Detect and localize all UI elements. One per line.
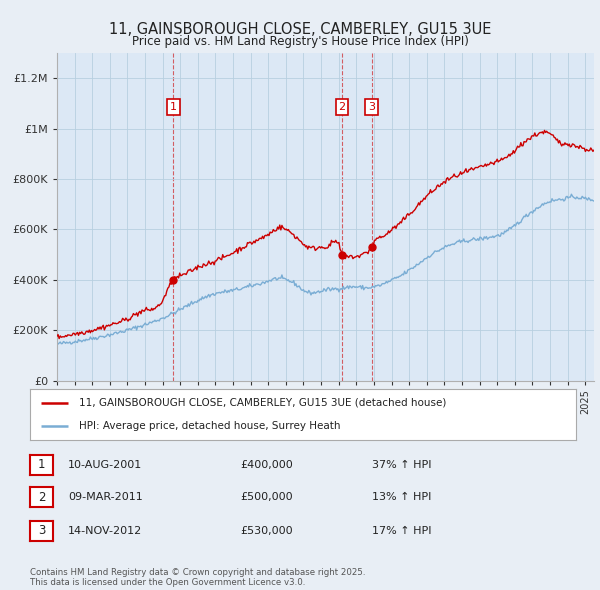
Text: 1: 1 [170, 102, 177, 112]
Text: 17% ↑ HPI: 17% ↑ HPI [372, 526, 431, 536]
Text: HPI: Average price, detached house, Surrey Heath: HPI: Average price, detached house, Surr… [79, 421, 341, 431]
Text: 14-NOV-2012: 14-NOV-2012 [68, 526, 142, 536]
Text: 10-AUG-2001: 10-AUG-2001 [68, 460, 142, 470]
Text: Contains HM Land Registry data © Crown copyright and database right 2025.
This d: Contains HM Land Registry data © Crown c… [30, 568, 365, 587]
Text: 09-MAR-2011: 09-MAR-2011 [68, 493, 143, 502]
Text: £530,000: £530,000 [240, 526, 293, 536]
Text: Price paid vs. HM Land Registry's House Price Index (HPI): Price paid vs. HM Land Registry's House … [131, 35, 469, 48]
Text: 3: 3 [368, 102, 375, 112]
Text: 37% ↑ HPI: 37% ↑ HPI [372, 460, 431, 470]
Text: 2: 2 [38, 491, 45, 504]
Text: 2: 2 [338, 102, 346, 112]
Text: 3: 3 [38, 525, 45, 537]
Text: 11, GAINSBOROUGH CLOSE, CAMBERLEY, GU15 3UE (detached house): 11, GAINSBOROUGH CLOSE, CAMBERLEY, GU15 … [79, 398, 446, 408]
Text: £500,000: £500,000 [240, 493, 293, 502]
Text: 1: 1 [38, 458, 45, 471]
Text: £400,000: £400,000 [240, 460, 293, 470]
Text: 13% ↑ HPI: 13% ↑ HPI [372, 493, 431, 502]
Text: 11, GAINSBOROUGH CLOSE, CAMBERLEY, GU15 3UE: 11, GAINSBOROUGH CLOSE, CAMBERLEY, GU15 … [109, 22, 491, 37]
